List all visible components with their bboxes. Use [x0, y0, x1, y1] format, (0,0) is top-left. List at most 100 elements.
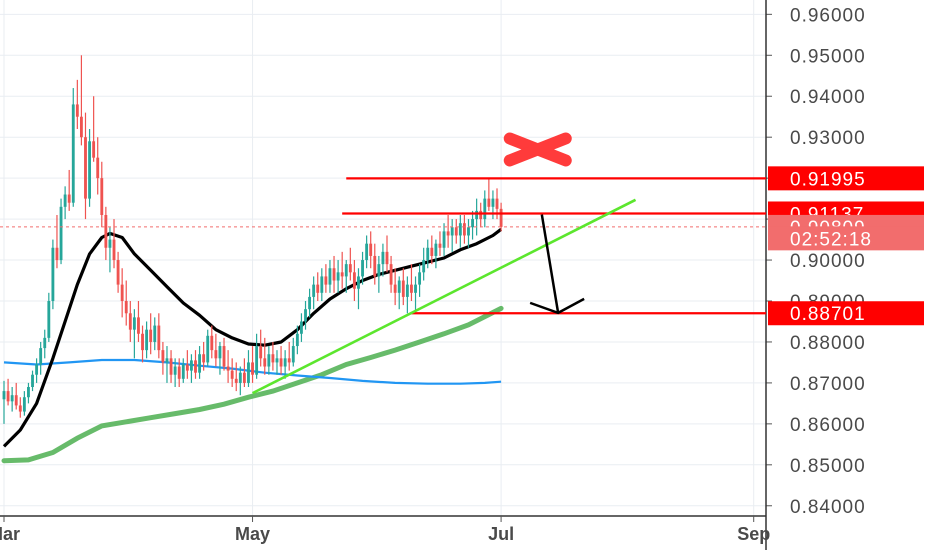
candle-body: [483, 198, 487, 220]
candle-body: [279, 358, 283, 367]
candle: [14, 382, 18, 410]
candle-body: [141, 333, 144, 351]
candle: [132, 309, 136, 359]
candle-body: [181, 364, 185, 379]
candle-body: [357, 276, 360, 289]
y-tick-label: 0.90000: [790, 251, 866, 272]
candles[interactable]: [2, 55, 503, 424]
candle-body: [226, 366, 230, 371]
candle: [271, 341, 275, 371]
candle-body: [287, 358, 291, 363]
candle-body: [22, 397, 26, 412]
candle-body: [454, 227, 458, 236]
candle: [2, 380, 6, 424]
candle: [348, 247, 352, 281]
y-tick-label: 0.96000: [790, 5, 866, 26]
candle: [247, 350, 250, 387]
candle: [377, 255, 381, 293]
candle-body: [177, 366, 181, 379]
y-tick-label: 0.85000: [790, 456, 866, 477]
candle-body: [405, 284, 409, 297]
price-badge-bg: [768, 301, 924, 326]
candle: [344, 260, 348, 293]
candle-body: [43, 337, 47, 349]
candle-body: [112, 239, 116, 261]
candle: [198, 346, 202, 379]
candle-body: [218, 346, 222, 359]
candle-body: [120, 284, 124, 301]
candle: [84, 112, 87, 220]
candle-body: [259, 346, 263, 359]
trendline: [251, 198, 637, 395]
candle-body: [348, 264, 352, 273]
candle: [352, 260, 356, 301]
candle-body: [88, 141, 91, 199]
candle: [157, 313, 161, 359]
candle: [79, 55, 83, 146]
drawings[interactable]: [0, 132, 766, 395]
candle-body: [475, 210, 479, 220]
price-badge: 02:52:18: [768, 226, 924, 251]
candle-body: [108, 239, 112, 248]
candle-body: [316, 284, 320, 293]
candle-body: [247, 362, 250, 383]
candle-body: [124, 301, 128, 314]
price-badge: 0.91995: [768, 166, 924, 191]
candle: [161, 341, 165, 375]
y-tick-label: 0.95000: [790, 46, 866, 67]
candle-body: [450, 227, 454, 236]
candle: [291, 337, 295, 367]
candle-body: [283, 358, 287, 367]
candle: [483, 190, 487, 228]
candle: [104, 206, 108, 261]
candle: [340, 251, 344, 289]
candle-body: [467, 227, 470, 236]
candle-body: [275, 358, 279, 363]
candle-body: [198, 354, 202, 373]
candle-body: [31, 374, 34, 387]
candle-body: [2, 391, 6, 400]
candle-body: [414, 284, 417, 293]
candle-body: [369, 243, 373, 256]
candle: [308, 288, 312, 318]
candle: [214, 333, 218, 367]
candle: [430, 235, 434, 265]
candle: [259, 329, 263, 367]
y-tick-label: 0.87000: [790, 374, 866, 395]
candle: [149, 313, 153, 355]
time-axis[interactable]: Mar May Jul Sep: [0, 515, 770, 544]
candle-body: [458, 223, 462, 236]
candle-body: [84, 137, 87, 199]
candle: [320, 268, 324, 301]
candle: [100, 161, 104, 228]
candle-body: [344, 264, 348, 277]
candle-body: [63, 194, 67, 207]
y-tick-label: 0.86000: [790, 415, 866, 436]
candle-body: [165, 358, 169, 363]
candle-body: [267, 354, 271, 367]
candle-body: [242, 372, 246, 383]
candle: [357, 268, 360, 310]
price-badge: 0.88701: [768, 301, 924, 326]
candle-body: [79, 116, 83, 138]
candle: [71, 88, 75, 207]
x-tick-label: Jul: [488, 524, 514, 544]
price-axis[interactable]: 0.960000.950000.940000.930000.920000.910…: [765, 0, 866, 550]
candle-body: [194, 360, 197, 373]
candle-body: [251, 362, 254, 375]
candle-body: [471, 219, 474, 228]
candle-body: [6, 391, 10, 402]
candle-body: [426, 247, 430, 261]
candle-body: [18, 405, 22, 412]
candle: [51, 239, 55, 310]
candle-body: [185, 364, 189, 371]
candle-body: [328, 268, 332, 285]
candle: [55, 215, 59, 269]
candle: [177, 358, 181, 387]
candle: [18, 397, 22, 418]
x-marker-icon: [503, 132, 572, 167]
candle: [141, 325, 144, 363]
candle-body: [96, 157, 100, 179]
